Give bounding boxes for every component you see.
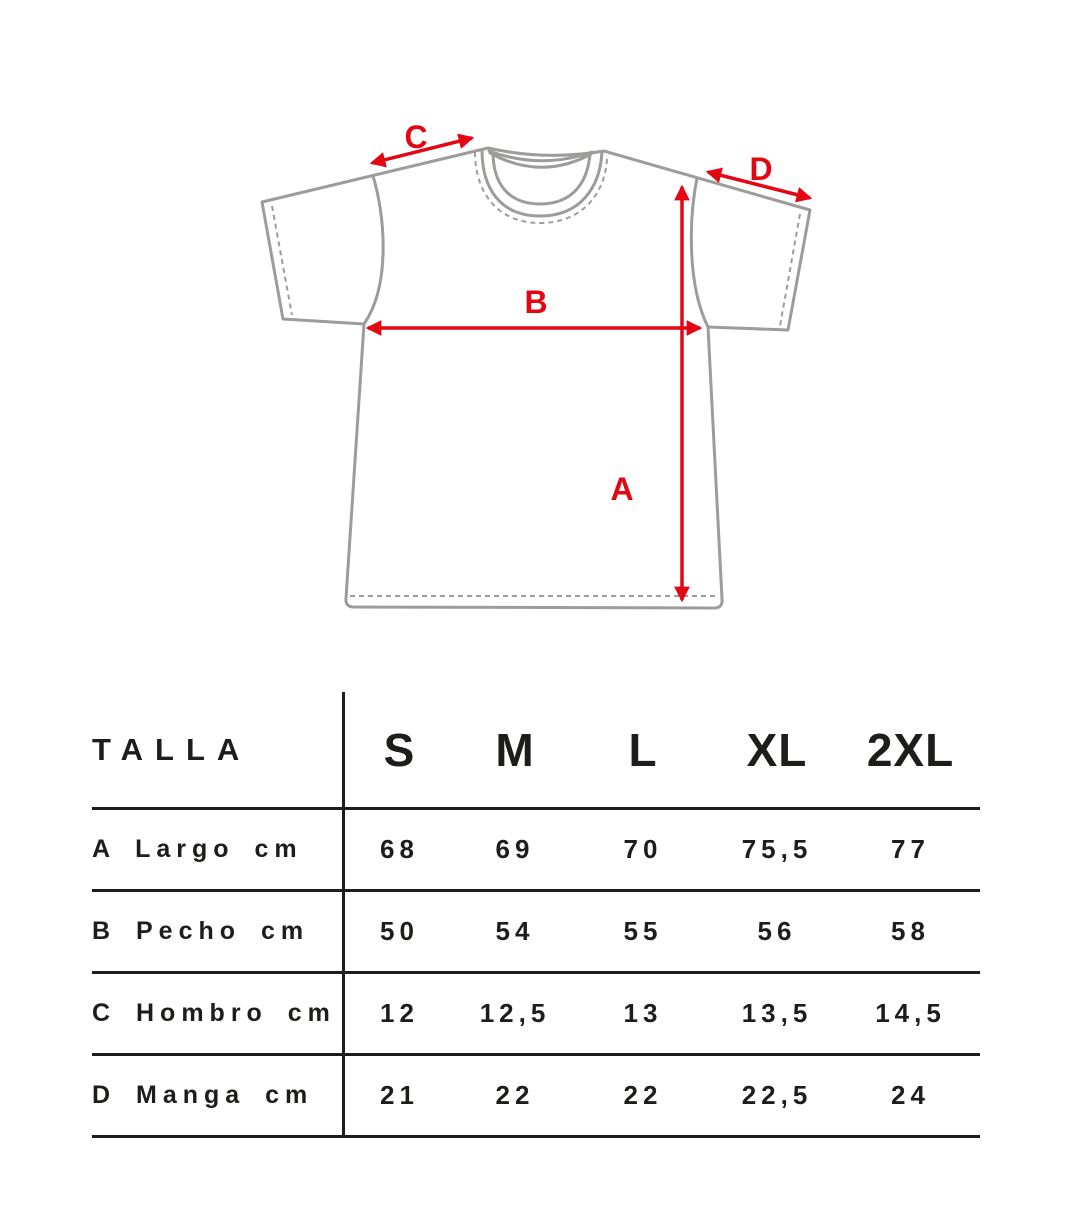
size-value-cell: 55	[623, 916, 663, 946]
table-vertical-divider	[342, 692, 345, 1138]
tshirt-stitching	[271, 151, 801, 597]
size-table: TALLA S M L XL 2XL A Largo cm 68 69 70 7…	[92, 692, 980, 1138]
size-value-cell: 75,5	[741, 834, 813, 864]
collar-back-band	[487, 149, 594, 169]
size-column-header-s: S	[383, 724, 416, 776]
measure-label-b: B	[524, 284, 547, 320]
size-value-cell: 54	[495, 916, 535, 946]
size-value-cell: 69	[495, 834, 535, 864]
size-table-header-row: TALLA S M L XL 2XL	[92, 693, 980, 810]
measure-label-c: C	[404, 119, 427, 155]
size-column-header-m: M	[495, 724, 535, 776]
size-value-cell: 22,5	[741, 1080, 813, 1110]
table-row-largo: A Largo cm 68 69 70 75,5 77	[92, 810, 980, 892]
collar-stitch-line	[474, 151, 608, 225]
row-label: B Pecho cm	[92, 917, 310, 945]
tshirt-outline	[260, 146, 812, 610]
size-value-cell: 13,5	[741, 998, 813, 1028]
size-value-cell: 22	[495, 1080, 535, 1110]
size-value-cell: 68	[380, 834, 419, 864]
size-value-cell: 22	[623, 1080, 663, 1110]
size-value-cell: 24	[891, 1080, 930, 1110]
left-cuff-stitch-line	[271, 205, 293, 316]
size-value-cell: 56	[757, 916, 797, 946]
table-row-hombro: C Hombro cm 12 12,5 13 13,5 14,5	[92, 974, 980, 1056]
measure-arrow-d	[705, 167, 813, 203]
size-table-title: TALLA	[92, 732, 252, 767]
size-column-header-xl: XL	[746, 724, 808, 776]
size-value-cell: 50	[380, 916, 419, 946]
right-armhole-seam	[689, 176, 710, 329]
left-armhole-seam	[362, 174, 385, 326]
size-column-header-l: L	[628, 724, 658, 776]
measure-arrow-c	[369, 133, 475, 168]
size-value-cell: 12	[380, 998, 419, 1028]
row-label: C Hombro cm	[92, 999, 336, 1027]
size-column-header-2xl: 2XL	[866, 724, 955, 776]
tshirt-silhouette	[260, 146, 812, 610]
size-value-cell: 21	[380, 1080, 419, 1110]
row-label: D Manga cm	[92, 1081, 314, 1109]
size-value-cell: 14,5	[875, 998, 946, 1028]
tshirt-measurement-diagram: C D B A	[260, 119, 813, 610]
size-value-cell: 58	[891, 916, 930, 946]
size-value-cell: 13	[623, 998, 663, 1028]
measurement-arrows	[365, 133, 813, 603]
right-cuff-stitch-line	[779, 213, 801, 327]
table-row-manga: D Manga cm 21 22 22 22,5 24	[92, 1056, 980, 1138]
size-value-cell: 70	[623, 834, 663, 864]
collar-outer-edge	[480, 148, 604, 218]
table-row-pecho: B Pecho cm 50 54 55 56 58	[92, 892, 980, 974]
size-value-cell: 77	[891, 834, 930, 864]
size-value-cell: 12,5	[479, 998, 551, 1028]
measure-label-a: A	[610, 471, 633, 507]
measure-label-d: D	[749, 151, 772, 187]
row-label: A Largo cm	[92, 835, 303, 863]
collar-inner-edge	[491, 150, 592, 206]
